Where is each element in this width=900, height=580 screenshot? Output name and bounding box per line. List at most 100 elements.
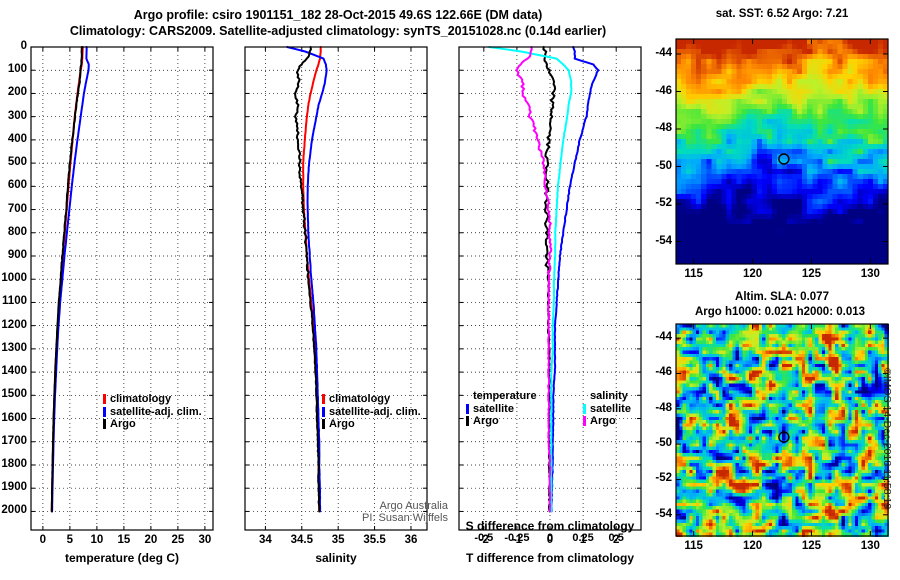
legend-salinity: climatology satellite-adj. clim. Argo [322, 393, 421, 431]
depth-tick-label: 200 [7, 86, 27, 99]
legend-diff-salinity: salinity satellite Argo [583, 390, 631, 428]
sla-map-title-line2: Argo h1000: 0.021 h2000: 0.013 [694, 306, 866, 318]
x-tick-label: -1 [511, 534, 523, 546]
map-lat-tick-label: -44 [655, 331, 672, 344]
depth-tick-label: 400 [7, 132, 27, 145]
map-lat-tick-label: -50 [655, 159, 672, 172]
legend-swatch [466, 416, 469, 427]
x-tick-label: -2 [478, 534, 489, 546]
legend-item: temperature [466, 390, 537, 403]
legend-swatch [103, 406, 106, 417]
x-tick-label: 0 [39, 534, 47, 546]
depth-tick-label: 1600 [1, 411, 27, 424]
legend-item: salinity [583, 390, 631, 403]
map-lat-tick-label: -54 [655, 507, 672, 520]
legend-swatch [322, 394, 325, 405]
depth-tick-label: 900 [7, 248, 27, 261]
x-tick-label-salinity-diff: 0 [546, 532, 554, 544]
depth-tick-label: 2000 [1, 504, 27, 517]
map-lon-tick-label: 115 [684, 268, 703, 280]
legend-label: satellite-adj. clim. [110, 405, 202, 418]
legend-item: Argo [583, 415, 631, 428]
depth-tick-label: 100 [7, 63, 27, 76]
legend-label: satellite-adj. clim. [329, 405, 421, 418]
map-lon-tick-label: 130 [860, 268, 880, 280]
legend-item: Argo [103, 418, 202, 431]
legend-item: satellite-adj. clim. [322, 406, 421, 419]
x-tick-label: 34.5 [290, 534, 313, 546]
depth-tick-label: 0 [20, 40, 27, 52]
map-lon-tick-label: 130 [860, 540, 880, 552]
attribution-org: Argo Australia [379, 500, 448, 512]
x-tick-label: 35.5 [363, 534, 386, 546]
legend-label: satellite [473, 402, 514, 415]
legend-item: Argo [466, 415, 537, 428]
legend-item: Argo [322, 418, 421, 431]
depth-tick-label: 1300 [1, 341, 27, 354]
legend-label: climatology [329, 393, 391, 405]
x-tick-label: 35 [331, 534, 345, 546]
legend-label: satellite [590, 402, 631, 415]
depth-tick-label: 1200 [1, 318, 27, 331]
map-lat-tick-label: -48 [655, 122, 672, 134]
map-lat-tick-label: -52 [655, 472, 672, 485]
legend-item: climatology [322, 393, 421, 406]
map-lon-tick-label: 120 [742, 268, 763, 280]
depth-tick-label: 300 [7, 109, 27, 122]
x-tick-label-salinity-diff: -0.5 [474, 532, 494, 544]
depth-tick-label: 1800 [1, 457, 27, 470]
sla-map-title-line1: Altim. SLA: 0.077 [735, 291, 829, 303]
map-lat-tick-label: -54 [655, 234, 672, 247]
x-tick-label: 5 [66, 534, 74, 546]
depth-tick-label: 1400 [1, 365, 27, 378]
legend-item: satellite [466, 403, 537, 416]
map-lat-tick-label: -48 [655, 401, 672, 414]
x-tick-label: 25 [171, 534, 185, 546]
depth-tick-label: 1000 [1, 272, 27, 285]
sst-map-title: sat. SST: 6.52 Argo: 7.21 [715, 8, 849, 20]
depth-tick-label: 1500 [1, 388, 27, 401]
depth-tick-label: 1100 [2, 295, 27, 308]
temperature-axis-label: temperature (deg C) [64, 551, 180, 565]
legend-label: Argo [329, 418, 355, 430]
salinity-axis-label: salinity [315, 551, 357, 565]
map-lon-tick-label: 125 [801, 268, 822, 280]
x-tick-label: 34 [258, 534, 272, 546]
legend-item: climatology [103, 393, 202, 406]
legend-swatch [103, 394, 106, 405]
map-lat-tick-label: -46 [655, 366, 672, 379]
attribution-pi: PI: Susan Wijffels [362, 512, 448, 524]
depth-tick-label: 1900 [1, 481, 27, 494]
legend-label: salinity [590, 390, 628, 402]
map-lat-tick-label: -50 [655, 437, 672, 450]
x-tick-label: 36 [404, 534, 418, 546]
x-tick-label: 10 [90, 534, 104, 546]
legend-swatch [103, 419, 106, 430]
legend-item: satellite-adj. clim. [103, 406, 202, 419]
map-lat-tick-label: -52 [655, 197, 672, 209]
page-title-line2: Climatology: CARS2009. Satellite-adjuste… [69, 24, 607, 38]
difference-axis-label-top: S difference from climatology [465, 519, 635, 533]
legend-label: climatology [110, 393, 172, 405]
page-title-line1: Argo profile: csiro 1901151_182 28-Oct-2… [133, 8, 543, 22]
x-tick-label: 20 [144, 534, 158, 546]
x-tick-label: 30 [198, 534, 212, 546]
legend-swatch [322, 406, 325, 417]
legend-diff-temperature: temperature satellite Argo [466, 390, 537, 428]
legend-label: temperature [473, 390, 537, 402]
depth-tick-label: 500 [7, 156, 27, 169]
x-tick-label: 1 [579, 534, 587, 546]
map-lat-tick-label: -46 [655, 84, 672, 97]
depth-tick-label: 600 [7, 179, 27, 192]
watermark-imos: ©IMOS 14-Dec-2018 11:58:19 [881, 368, 893, 510]
legend-swatch [466, 403, 469, 414]
x-tick-label: 2 [612, 534, 620, 546]
map-lat-tick-label: -44 [655, 47, 672, 59]
legend-label: Argo [110, 418, 136, 430]
attribution: Argo Australia PI: Susan Wijffels [300, 500, 448, 524]
map-lon-tick-label: 115 [684, 540, 703, 552]
legend-swatch [583, 403, 586, 414]
legend-label: Argo [590, 415, 616, 427]
legend-swatch [583, 416, 586, 427]
x-tick-label: 0 [546, 534, 554, 546]
